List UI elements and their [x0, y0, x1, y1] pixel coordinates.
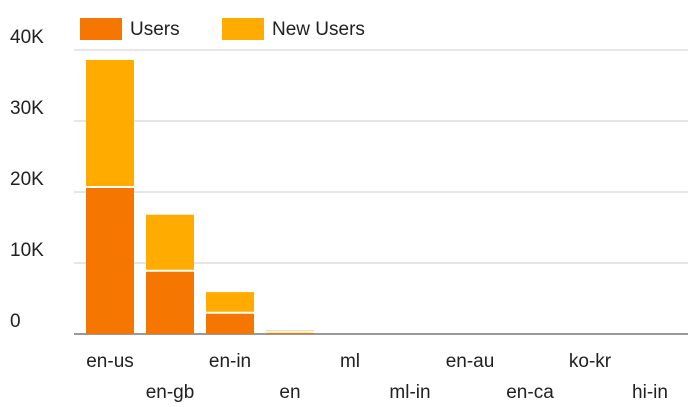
x-tick-label: ml — [340, 351, 360, 372]
legend-swatch — [80, 18, 122, 40]
legend-label: Users — [130, 19, 180, 40]
y-tick-label: 40K — [10, 27, 44, 48]
x-tick-label: ko-kr — [569, 351, 612, 372]
bar-segment — [86, 59, 134, 188]
y-tick-label: 20K — [10, 169, 44, 190]
x-tick-label: en — [279, 382, 300, 403]
legend-label: New Users — [272, 19, 365, 40]
x-tick-label: en-in — [209, 351, 251, 372]
y-tick-label: 10K — [10, 240, 44, 261]
y-tick-label: 30K — [10, 98, 44, 119]
x-tick-label: hi-in — [632, 382, 668, 403]
x-tick-label: en-au — [446, 351, 495, 372]
bar-segment — [86, 187, 134, 334]
x-tick-label: en-gb — [146, 382, 195, 403]
x-tick-label: en-ca — [506, 382, 554, 403]
bar-segment — [146, 214, 194, 271]
bar-segment — [266, 331, 314, 334]
x-tick-label: en-us — [86, 351, 134, 372]
bar-segment — [206, 312, 254, 334]
x-tick-label: ml-in — [389, 382, 430, 403]
y-tick-label: 0 — [10, 311, 21, 332]
bar-segment — [146, 270, 194, 334]
legend-swatch — [222, 18, 264, 40]
bar-segment — [206, 292, 254, 313]
